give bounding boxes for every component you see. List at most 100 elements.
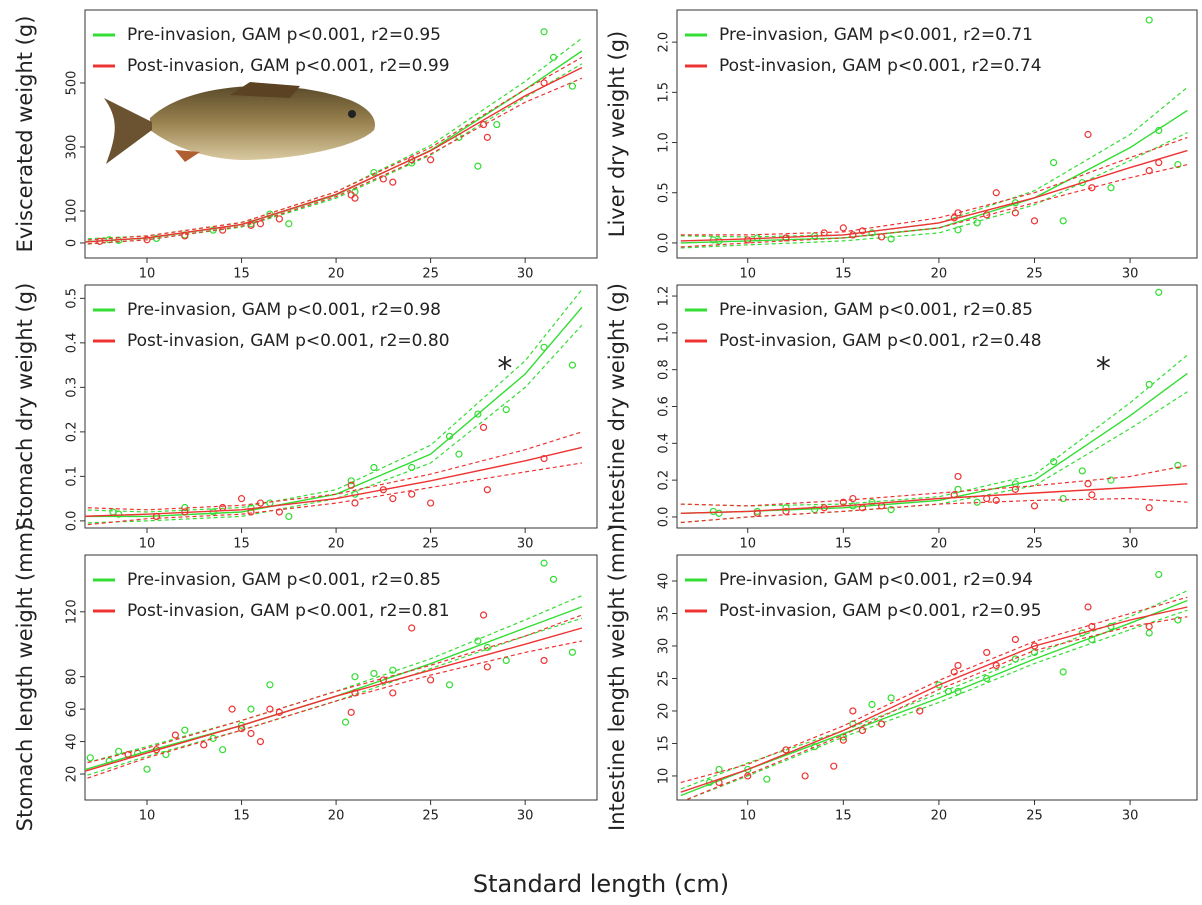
y-tick-label: 0.6	[657, 396, 672, 417]
data-point	[247, 221, 255, 229]
plot-frame	[676, 9, 1198, 259]
confidence-band	[85, 640, 583, 780]
data-point	[715, 765, 723, 774]
y-tick-label: 15	[657, 735, 672, 752]
confidence-band	[85, 614, 583, 764]
x-tick-label: 20	[931, 537, 948, 552]
data-point	[1174, 616, 1182, 624]
y-tick-label: 20	[657, 703, 672, 720]
data-point	[228, 705, 236, 713]
x-tick-label: 25	[422, 537, 439, 552]
data-point	[849, 494, 857, 503]
confidence-band	[85, 289, 583, 513]
data-point	[1084, 130, 1092, 139]
data-point	[209, 508, 217, 516]
data-point	[256, 737, 265, 746]
panel: 10 15 20 25 30 0.0 0.2 0.4 0.6 0.8 1.0 1.2 Intestine…	[605, 283, 1198, 552]
y-tick-label: 10	[657, 768, 672, 785]
y-axis-label: Intestine length weight (mm)	[605, 524, 629, 831]
confidence-band	[85, 431, 583, 511]
fit-line	[85, 66, 583, 243]
data-point	[275, 215, 283, 223]
x-tick-label: 25	[1026, 537, 1043, 552]
data-point	[1155, 288, 1163, 296]
data-point	[1174, 461, 1182, 470]
y-tick-label: 1.5	[657, 82, 672, 103]
y-tick-label: 20	[65, 766, 80, 783]
plot-area	[680, 570, 1188, 800]
data-point	[474, 410, 482, 418]
data-point	[1155, 570, 1163, 579]
data-point	[247, 705, 255, 713]
data-point	[370, 669, 378, 678]
x-tick-label: 25	[1026, 809, 1043, 824]
confidence-band	[680, 131, 1188, 249]
fit-line	[680, 606, 1188, 793]
data-point	[849, 707, 857, 715]
y-tick-label: 0.2	[657, 470, 672, 491]
panel: 10 15 20 25 30 0.0 0.5 1.0 1.5 2.0 Liver dry weigh…	[605, 9, 1198, 282]
legend-label: Post-invasion, GAM p<0.001, r2=0.80	[127, 331, 450, 351]
data-point	[143, 765, 151, 773]
data-point	[839, 736, 847, 744]
plot-frame	[676, 554, 1198, 801]
data-point	[1011, 209, 1019, 217]
data-point	[887, 505, 895, 514]
x-tick-label: 15	[233, 537, 250, 552]
data-point	[347, 481, 355, 489]
plot-area	[680, 288, 1188, 524]
data-point	[954, 209, 962, 217]
significance-mark: *	[497, 352, 512, 387]
data-point	[935, 681, 943, 689]
legend-label: Post-invasion, GAM p<0.001, r2=0.95	[719, 601, 1042, 621]
legend-label: Pre-invasion, GAM p<0.001, r2=0.98	[127, 300, 441, 320]
data-point	[389, 178, 397, 186]
legend-label: Pre-invasion, GAM p<0.001, r2=0.85	[127, 570, 441, 590]
plot-area	[85, 289, 583, 526]
data-point	[219, 503, 227, 512]
data-point	[266, 681, 274, 689]
data-point	[549, 575, 558, 583]
data-point	[347, 477, 355, 485]
data-point	[1030, 502, 1039, 510]
data-point	[877, 233, 886, 241]
data-point	[1078, 467, 1086, 475]
data-point	[954, 472, 962, 481]
data-point	[237, 721, 246, 729]
confidence-band	[85, 63, 583, 245]
data-point	[483, 663, 491, 671]
x-tick-label: 10	[139, 809, 156, 824]
data-point	[568, 82, 577, 90]
data-point	[954, 226, 962, 234]
y-axis-label: Liver dry weight (g)	[605, 31, 629, 237]
data-point	[877, 720, 886, 728]
x-axis-label: Standard length (cm)	[473, 870, 729, 898]
data-point	[389, 666, 397, 674]
fit-line	[85, 627, 583, 772]
panel: 10 15 20 25 30 20 40 60 80 120 Stomach length weig…	[13, 524, 598, 831]
data-point	[540, 454, 548, 463]
y-tick-label: 0.2	[65, 422, 80, 443]
x-tick-label: 25	[422, 809, 439, 824]
data-point	[427, 676, 435, 684]
data-point	[1145, 16, 1153, 24]
plot-frame	[84, 284, 598, 529]
y-tick-label: 60	[65, 701, 80, 718]
data-point	[1011, 635, 1019, 644]
y-tick-label: 0.3	[65, 377, 80, 398]
data-point	[86, 754, 94, 762]
x-tick-label: 30	[1122, 537, 1139, 552]
data-point	[256, 220, 265, 228]
data-point	[1107, 476, 1115, 484]
data-point	[1088, 622, 1096, 631]
data-point	[427, 156, 435, 164]
legend-label: Pre-invasion, GAM p<0.001, r2=0.85	[719, 300, 1033, 320]
data-point	[1030, 217, 1039, 225]
data-point	[954, 661, 962, 670]
y-tick-label: 40	[65, 733, 80, 750]
data-point	[181, 726, 189, 734]
y-tick-label: 300	[65, 135, 80, 160]
confidence-band	[85, 324, 583, 524]
